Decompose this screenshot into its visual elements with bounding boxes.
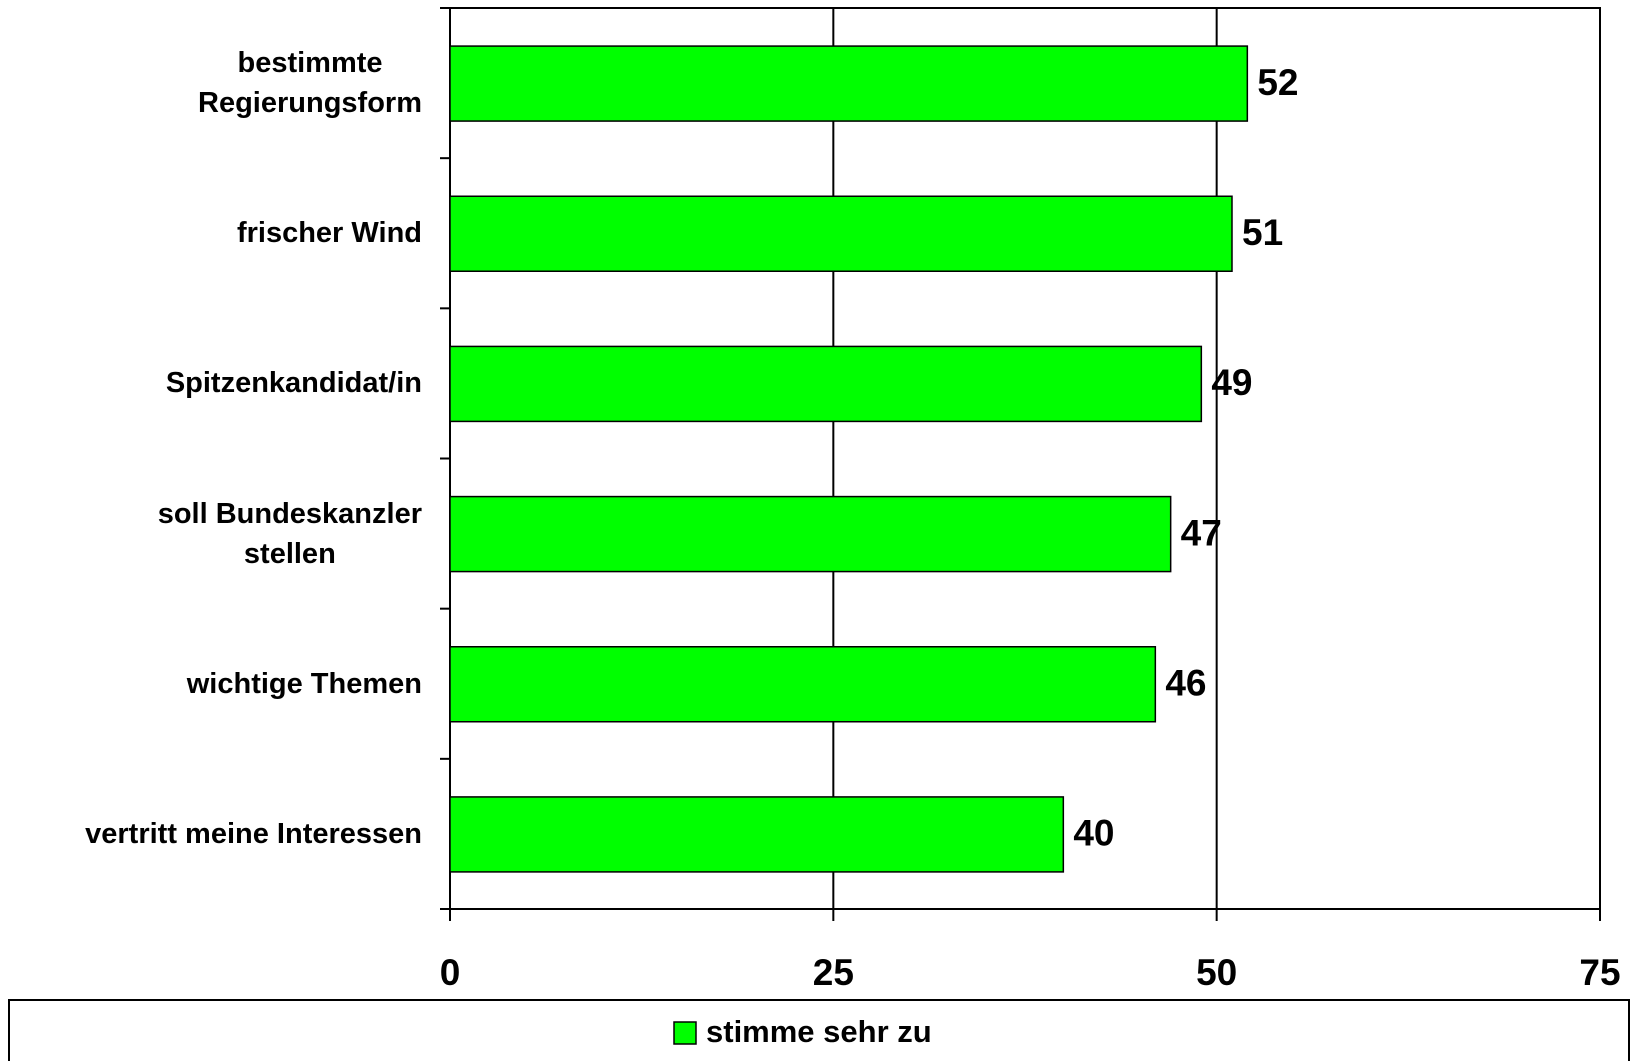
data-label: 40 xyxy=(1073,813,1114,854)
y-tick-label: soll Bundeskanzler stellen xyxy=(157,497,422,570)
y-tick-label: Spitzenkandidat/in xyxy=(165,367,422,400)
x-tick-label: 75 xyxy=(1579,952,1620,993)
bar xyxy=(449,796,1065,873)
bar xyxy=(449,646,1157,723)
bar xyxy=(449,495,1172,573)
data-label: 46 xyxy=(1165,663,1206,704)
y-tick-label: frischer Wind xyxy=(236,217,422,250)
y-tick-label: wichtige Themen xyxy=(186,667,422,700)
bar xyxy=(449,45,1249,122)
data-label: 49 xyxy=(1211,362,1252,403)
bar xyxy=(449,345,1203,423)
x-tick-label: 25 xyxy=(813,952,854,993)
x-tick-label: 50 xyxy=(1196,952,1237,993)
data-label: 52 xyxy=(1257,62,1298,103)
legend-box xyxy=(8,999,1630,1061)
data-label: 47 xyxy=(1181,512,1222,553)
legend-label: stimme sehr zu xyxy=(706,1014,932,1049)
y-tick-label: bestimmte Regierungsform xyxy=(198,47,422,120)
plot-frame xyxy=(449,7,1601,910)
legend-swatch xyxy=(673,1021,697,1045)
y-tick-label: vertritt meine Interessen xyxy=(85,817,422,850)
data-label: 51 xyxy=(1242,212,1283,253)
x-tick-label: 0 xyxy=(440,952,461,993)
bar xyxy=(449,195,1233,272)
